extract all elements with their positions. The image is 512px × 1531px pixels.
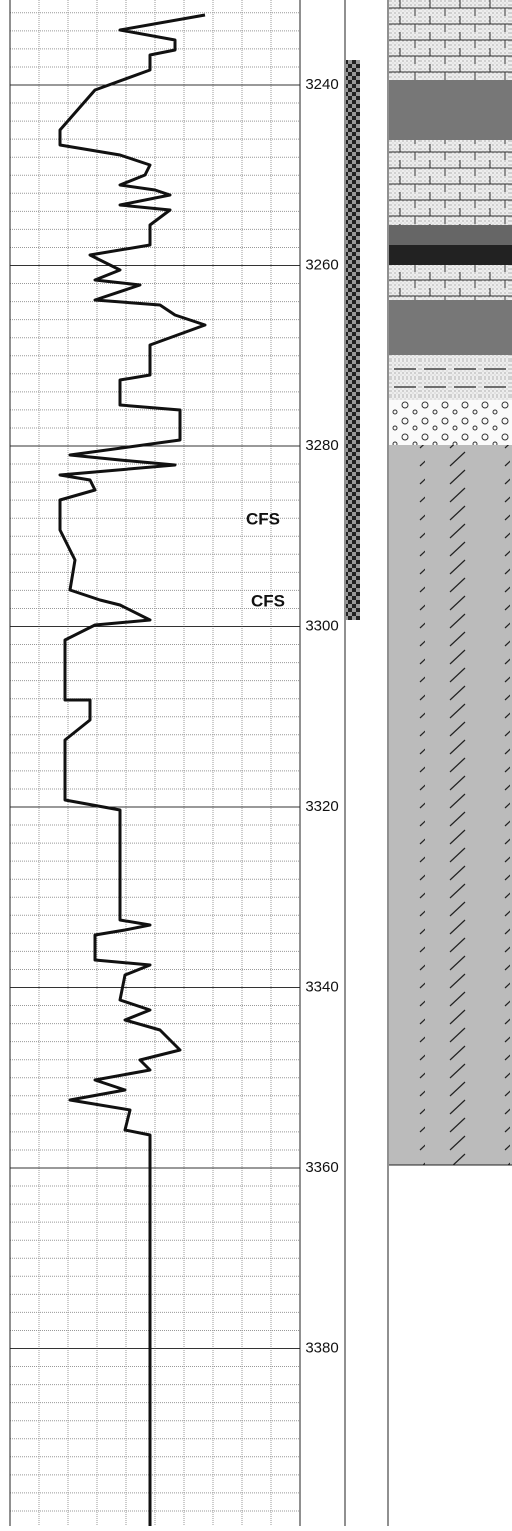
depth-label: 3320 [305, 798, 338, 815]
depth-label: 3380 [305, 1339, 338, 1356]
log-curve [58, 13, 207, 1526]
depth-label: 3260 [305, 256, 338, 273]
depth-label: 3240 [305, 76, 338, 93]
depth-labels: 3240 3260 3280 3300 3320 3340 3360 3380 [305, 76, 338, 1357]
core-bar [346, 60, 360, 620]
depth-label: 3360 [305, 1159, 338, 1176]
depth-label: 3300 [305, 617, 338, 634]
lithology-column [389, 0, 512, 1166]
annotation: CFS [246, 509, 280, 528]
annotation: CFS [251, 591, 285, 610]
depth-label: 3340 [305, 978, 338, 995]
grid [9, 0, 301, 1526]
depth-label: 3280 [305, 437, 338, 454]
